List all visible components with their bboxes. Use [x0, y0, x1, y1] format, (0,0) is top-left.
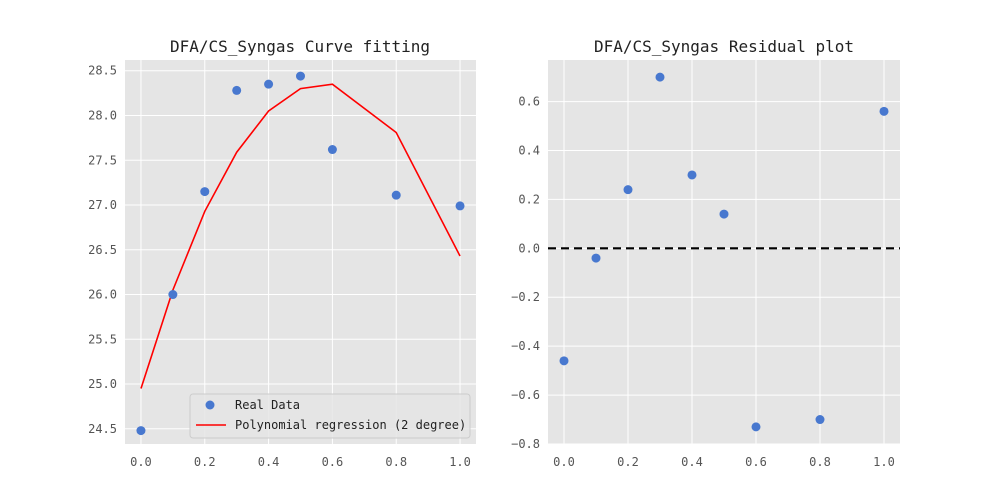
curve-fitting-title: DFA/CS_Syngas Curve fitting: [170, 37, 430, 56]
residual-point: [623, 185, 633, 195]
x-tick-label: 1.0: [449, 455, 471, 469]
y-tick-label: 26.0: [88, 288, 117, 302]
x-tick-label: 0.8: [809, 455, 831, 469]
x-tick-label: 0.8: [385, 455, 407, 469]
legend-label-real-data: Real Data: [235, 398, 300, 412]
legend-marker-real-data: [205, 400, 215, 410]
plot-area: [125, 60, 476, 444]
y-tick-label: 28.0: [88, 108, 117, 122]
legend: Real Data Polynomial regression (2 degre…: [189, 393, 471, 439]
plot-area: [548, 60, 900, 444]
residual-plot-panel: DFA/CS_Syngas Residual plot 0.0 0.2 0.4 0.6…: [511, 37, 900, 469]
legend-box: [189, 393, 471, 439]
x-tick-label: 0.2: [617, 455, 639, 469]
x-tick-label: 0.6: [322, 455, 344, 469]
residual-point: [687, 170, 697, 180]
data-point: [391, 190, 401, 200]
residual-point: [591, 253, 601, 263]
residual-point: [655, 72, 665, 82]
data-point: [455, 201, 465, 211]
x-tick-label: 1.0: [873, 455, 895, 469]
residual-point: [719, 209, 729, 219]
legend-label-polynomial: Polynomial regression (2 degree): [235, 418, 466, 432]
data-point: [168, 290, 178, 300]
residual-point: [879, 106, 889, 116]
x-tick-label: 0.4: [681, 455, 703, 469]
residual-point: [751, 422, 761, 432]
fit-line: [140, 83, 461, 389]
x-tick-label: 0.0: [553, 455, 575, 469]
x-tick-label: 0.4: [258, 455, 280, 469]
y-tick-label: −0.2: [511, 290, 540, 304]
data-point: [232, 85, 242, 95]
y-tick-label: 26.5: [88, 243, 117, 257]
y-tick-label: −0.4: [511, 339, 540, 353]
data-point: [264, 79, 274, 89]
y-tick-label: 25.5: [88, 332, 117, 346]
x-tick-label: 0.2: [194, 455, 216, 469]
residual-plot-title: DFA/CS_Syngas Residual plot: [594, 37, 854, 56]
y-tick-label: 27.5: [88, 153, 117, 167]
y-tick-label: 27.0: [88, 198, 117, 212]
y-tick-label: 0.4: [518, 143, 540, 157]
x-tick-label: 0.0: [130, 455, 152, 469]
y-tick-label: 25.0: [88, 377, 117, 391]
y-tick-label: 0.6: [518, 95, 540, 109]
data-point: [136, 426, 146, 436]
y-tick-label: −0.6: [511, 388, 540, 402]
x-tick-label: 0.6: [745, 455, 767, 469]
residual-point: [815, 415, 825, 425]
y-tick-label: 24.5: [88, 422, 117, 436]
residual-point: [559, 356, 569, 366]
y-tick-label: 28.5: [88, 64, 117, 78]
data-point: [200, 187, 210, 197]
y-tick-label: 0.0: [518, 241, 540, 255]
y-tick-label: −0.8: [511, 437, 540, 451]
data-point: [296, 71, 305, 81]
y-tick-label: 0.2: [518, 192, 540, 206]
data-point: [327, 145, 337, 155]
